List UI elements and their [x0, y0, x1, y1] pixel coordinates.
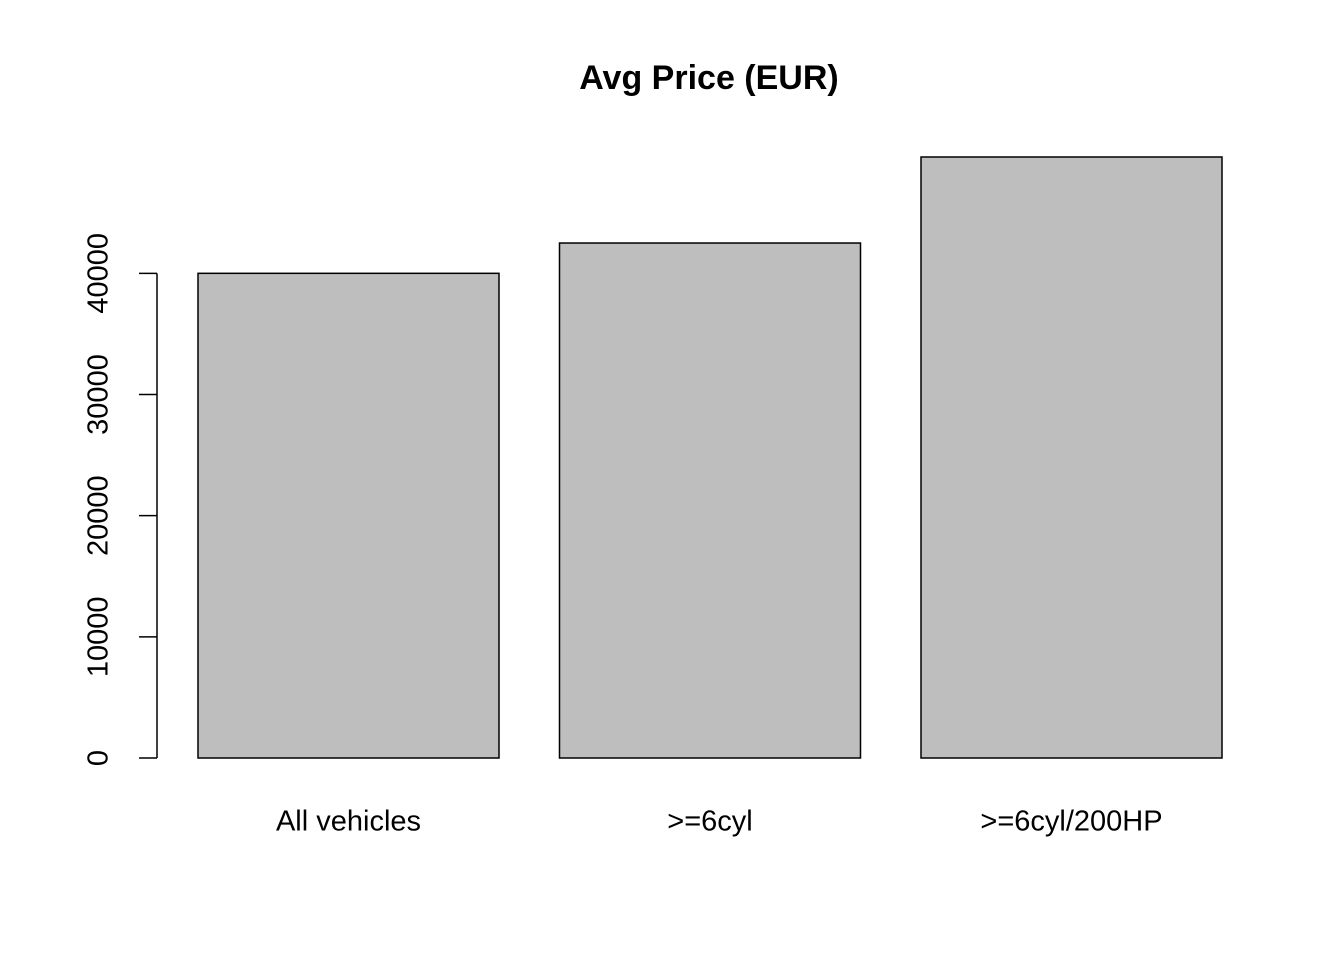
- x-tick-label: >=6cyl/200HP: [980, 806, 1162, 838]
- y-tick-label: 20000: [83, 475, 115, 556]
- bar: [558, 242, 862, 759]
- bar: [197, 272, 500, 759]
- y-tick-label: 10000: [83, 597, 115, 678]
- y-tick-label: 40000: [83, 233, 115, 314]
- x-tick-label: All vehicles: [276, 806, 421, 838]
- bar: [920, 156, 1223, 759]
- y-tick-label: 0: [83, 750, 115, 766]
- x-tick-label: >=6cyl: [667, 806, 752, 838]
- chart-title: Avg Price (EUR): [579, 59, 838, 97]
- y-tick-label: 30000: [83, 354, 115, 435]
